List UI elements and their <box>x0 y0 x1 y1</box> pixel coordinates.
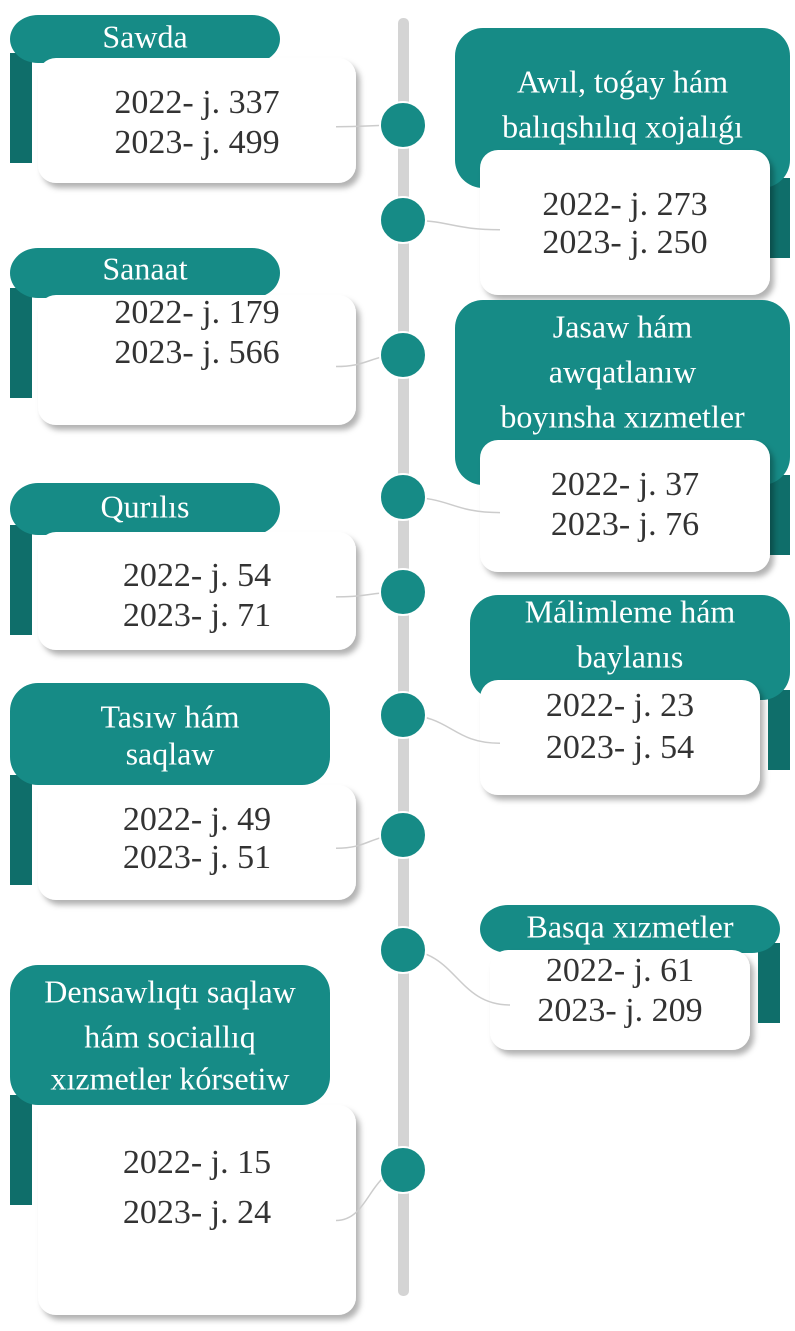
timeline-item: Densawlıqtı saqlaw hám sociallıq xızmetler… <box>10 965 427 1315</box>
item-value: 2022- j. 337 <box>114 84 279 121</box>
card <box>490 950 750 1050</box>
timeline-dot <box>379 473 427 521</box>
item-title: Jasaw hám <box>553 308 693 344</box>
header-fold <box>758 943 780 1023</box>
item-value: 2023- j. 566 <box>114 334 279 371</box>
header-fold <box>10 525 32 635</box>
item-title: Málimleme hám <box>525 593 736 629</box>
item-value: 2023- j. 54 <box>546 729 694 766</box>
card <box>38 785 356 900</box>
item-value: 2022- j. 273 <box>542 186 707 223</box>
item-value: 2023- j. 250 <box>542 224 707 261</box>
card <box>38 58 356 183</box>
item-title: Qurılıs <box>101 488 190 524</box>
card <box>38 532 356 650</box>
timeline-dot <box>379 331 427 379</box>
item-title: Sawda <box>102 18 187 54</box>
timeline-item: Awıl, toǵay hám balıqshılıq xojalıǵı 2022-… <box>379 28 790 295</box>
item-value: 2022- j. 49 <box>123 801 271 838</box>
card <box>480 680 760 795</box>
item-value: 2022- j. 15 <box>123 1144 271 1181</box>
header-tab <box>455 28 790 188</box>
item-value: 2023- j. 76 <box>551 506 699 543</box>
item-value: 2022- j. 61 <box>546 952 694 989</box>
item-value: 2023- j. 51 <box>123 839 271 876</box>
header-tab <box>10 483 280 535</box>
item-value: 2022- j. 179 <box>114 294 279 331</box>
header-fold <box>768 475 790 555</box>
header-tab <box>10 965 330 1105</box>
timeline-dot <box>379 926 427 974</box>
timeline-dot <box>379 691 427 739</box>
header-tab <box>480 905 780 953</box>
item-title: Densawlıqtı saqlaw <box>44 973 296 1009</box>
header-tab <box>10 683 330 785</box>
item-value: 2022- j. 23 <box>546 687 694 724</box>
item-title: Tasıw hám <box>100 698 239 734</box>
item-title: boyınsha xızmetler <box>500 398 745 434</box>
header-tab <box>10 248 280 298</box>
timeline-item: Málimleme hám baylanıs 2022- j. 23 2023- j.… <box>379 593 790 795</box>
item-title: balıqshılıq xojalıǵı <box>502 108 743 144</box>
item-title: saqlaw <box>126 735 215 771</box>
header-tab <box>470 595 790 700</box>
item-title: hám sociallıq <box>84 1018 256 1054</box>
card <box>480 440 770 572</box>
item-title: Sanaat <box>102 250 187 286</box>
item-value: 2022- j. 37 <box>551 466 699 503</box>
item-title: Basqa xızmetler <box>526 908 733 944</box>
item-title: Awıl, toǵay hám <box>517 63 728 99</box>
timeline-dot <box>379 1146 427 1194</box>
header-fold <box>10 1095 32 1205</box>
item-title: awqatlanıw <box>549 353 697 389</box>
item-value: 2022- j. 54 <box>123 557 271 594</box>
item-value: 2023- j. 499 <box>114 124 279 161</box>
header-tab <box>455 300 790 485</box>
header-fold <box>10 53 32 163</box>
timeline-item: Jasaw hám awqatlanıw boyınsha xızmetler 202… <box>379 300 790 572</box>
item-value: 2023- j. 71 <box>123 597 271 634</box>
timeline-dot <box>379 568 427 616</box>
card <box>480 150 770 295</box>
header-fold <box>768 690 790 770</box>
item-value: 2023- j. 24 <box>123 1194 271 1231</box>
card <box>38 295 356 425</box>
timeline-dot <box>379 811 427 859</box>
timeline-dot <box>379 101 427 149</box>
item-value: 2023- j. 209 <box>537 992 702 1029</box>
timeline-dot <box>379 196 427 244</box>
header-fold <box>768 178 790 258</box>
item-title: baylanıs <box>577 638 684 674</box>
header-fold <box>10 288 32 398</box>
card <box>38 1105 356 1315</box>
header-fold <box>10 775 32 885</box>
item-title: xızmetler kórsetiw <box>50 1060 289 1096</box>
header-tab <box>10 15 280 63</box>
